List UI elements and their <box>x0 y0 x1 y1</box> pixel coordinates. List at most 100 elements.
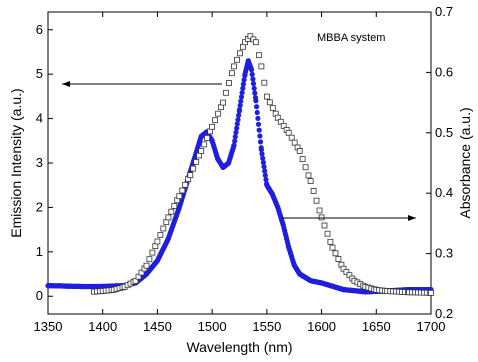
emission-point <box>257 139 264 145</box>
absorbance-point <box>176 193 183 200</box>
emission-point <box>232 138 238 144</box>
absorbance-point <box>285 129 292 136</box>
y-left-tick-label: 2 <box>36 199 43 214</box>
absorbance-point <box>146 256 153 263</box>
emission-series <box>45 58 434 295</box>
absorbance-point <box>215 110 222 117</box>
absorbance-point <box>327 238 334 245</box>
emission-point <box>235 117 241 123</box>
y-left-tick-label: 4 <box>36 111 43 126</box>
absorbance-point <box>198 147 205 154</box>
absorbance-point <box>209 123 216 130</box>
y-left-tick-label: 1 <box>36 244 43 259</box>
absorbance-point <box>266 99 273 106</box>
emission-point <box>260 159 266 166</box>
emission-point <box>263 176 269 183</box>
arrow-to-right-axis-head <box>408 215 416 221</box>
absorbance-point <box>305 172 312 179</box>
absorbance-series <box>91 33 434 296</box>
emission-point <box>233 129 239 135</box>
absorbance-point <box>226 80 232 86</box>
emission-point <box>239 90 245 96</box>
absorbance-point <box>231 63 237 70</box>
emission-point <box>256 127 262 133</box>
absorbance-point <box>187 172 194 179</box>
absorbance-point <box>299 156 306 163</box>
emission-point <box>234 125 240 131</box>
emission-point <box>248 67 255 73</box>
y-axis-left-title: Emission Intensity (a.u.) <box>8 88 24 237</box>
emission-point <box>255 121 262 127</box>
absorbance-point <box>143 262 150 269</box>
absorbance-point <box>296 147 303 154</box>
absorbance-point <box>332 250 339 257</box>
x-tick-label: 1400 <box>88 319 117 334</box>
absorbance-point <box>171 202 178 209</box>
absorbance-point <box>149 249 156 256</box>
emission-point <box>249 71 255 77</box>
emission-point <box>232 134 238 140</box>
absorbance-point <box>154 238 161 245</box>
emission-point <box>237 102 243 108</box>
absorbance-point <box>261 79 268 86</box>
emission-point <box>254 104 260 110</box>
emission-point <box>251 85 257 91</box>
emission-point <box>262 172 268 178</box>
absorbance-point <box>263 93 270 100</box>
emission-point <box>250 81 257 87</box>
emission-point <box>258 147 264 153</box>
chart-annotation: MBBA system <box>317 32 385 44</box>
absorbance-point <box>182 181 189 188</box>
absorbance-point <box>274 114 281 121</box>
absorbance-point <box>255 52 262 59</box>
y-right-tick-label: 0.2 <box>435 306 453 321</box>
emission-point <box>257 133 263 139</box>
absorbance-point <box>277 118 284 125</box>
absorbance-point <box>343 269 350 275</box>
emission-point <box>240 81 246 87</box>
arrow-to-left-axis-head <box>62 81 70 87</box>
y-left-tick-label: 3 <box>36 155 43 170</box>
absorbance-point <box>157 232 164 238</box>
absorbance-point <box>247 33 254 40</box>
emission-point <box>254 109 260 116</box>
emission-point <box>238 98 244 104</box>
y-right-tick-label: 0.5 <box>435 125 453 140</box>
emission-point <box>231 142 237 148</box>
absorbance-point <box>321 222 328 229</box>
absorbance-point <box>168 208 175 215</box>
y-left-tick-label: 5 <box>36 66 43 81</box>
absorbance-point <box>318 214 325 221</box>
absorbance-point <box>269 105 276 111</box>
absorbance-point <box>220 99 227 106</box>
emission-point <box>234 121 240 127</box>
absorbance-point <box>223 89 229 96</box>
absorbance-point <box>313 197 320 204</box>
absorbance-point <box>212 117 219 124</box>
absorbance-point <box>234 56 240 63</box>
absorbance-point <box>335 256 342 262</box>
absorbance-point <box>190 165 197 172</box>
emission-point <box>253 98 259 104</box>
absorbance-point <box>252 39 259 46</box>
y-left-tick-label: 6 <box>36 22 43 37</box>
emission-point <box>236 112 242 118</box>
y-right-tick-label: 0.3 <box>435 246 453 261</box>
absorbance-point <box>291 139 298 146</box>
series-layer <box>45 33 434 296</box>
x-tick-label: 1550 <box>252 319 281 334</box>
x-tick-label: 1600 <box>307 319 336 334</box>
absorbance-point <box>310 187 317 194</box>
x-tick-label: 1350 <box>34 319 63 334</box>
tick-group: 1350 1400 1450 1500 1550 1600 1650 1700 0 1 2 3 4 5 6 0… <box>34 4 454 334</box>
emission-point <box>259 151 265 157</box>
absorbance-point <box>204 134 211 141</box>
y-axis-right-title: Absorbance (a.u.) <box>457 107 473 218</box>
y-right-tick-label: 0.6 <box>435 64 453 79</box>
absorbance-point <box>316 207 323 214</box>
absorbance-point <box>135 273 142 280</box>
emission-point <box>261 164 267 170</box>
absorbance-point <box>236 50 243 57</box>
absorbance-point <box>288 134 295 141</box>
